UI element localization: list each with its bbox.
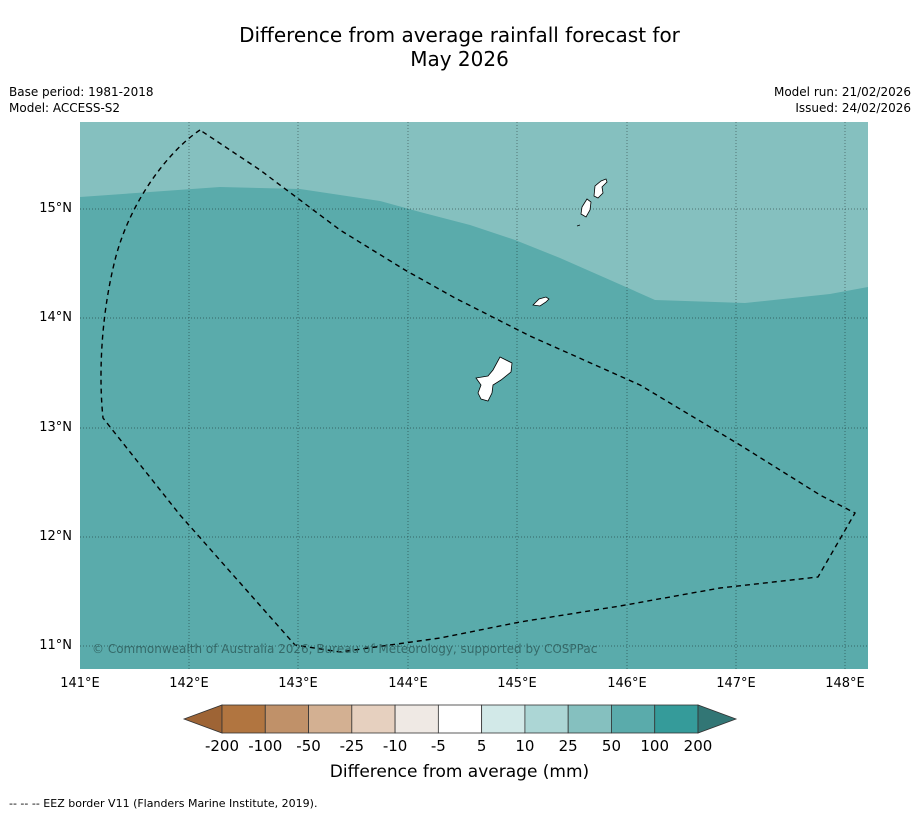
- colorbar-extend-high: [697, 704, 738, 734]
- colorbar-title: Difference from average (mm): [329, 762, 590, 782]
- colorbar-segment: [394, 704, 439, 734]
- island-aguijan: [576, 224, 581, 227]
- colorbar-segment: [308, 704, 353, 734]
- model-run: Model run: 21/02/2026: [773, 85, 911, 99]
- colorbar-tick-label: 10: [515, 737, 535, 755]
- colorbar-segment: [351, 704, 396, 734]
- lon-tick-label: 147°E: [716, 676, 756, 691]
- colorbar-segment: [481, 704, 526, 734]
- eez-footnote: -- -- -- EEZ border V11 (Flanders Marine…: [9, 797, 318, 810]
- colorbar-tick-label: 100: [640, 737, 670, 755]
- lat-tick-label: 11°N: [39, 638, 72, 653]
- colorbar-segment: [654, 704, 699, 734]
- lat-tick-label: 13°N: [39, 420, 72, 435]
- lat-tick-label: 15°N: [39, 201, 72, 216]
- colorbar-segment: [221, 704, 266, 734]
- issued-date: Issued: 24/02/2026: [795, 101, 911, 115]
- island-tinian: [580, 198, 592, 218]
- island-rota: [532, 296, 550, 307]
- colorbar-tick-label: -5: [430, 737, 446, 755]
- island-guam: [475, 356, 513, 402]
- colorbar-tick-label: -50: [296, 737, 321, 755]
- colorbar-tick-label: -25: [339, 737, 365, 755]
- colorbar-extend-low: [182, 704, 223, 734]
- zone-25-to-50: [80, 122, 868, 303]
- colorbar-segment: [611, 704, 656, 734]
- eez-border: [100, 129, 856, 653]
- lon-tick-label: 144°E: [388, 676, 428, 691]
- map-title-line1: Difference from average rainfall forecas…: [239, 23, 680, 47]
- lon-tick-label: 146°E: [607, 676, 647, 691]
- lon-tick-label: 141°E: [60, 676, 100, 691]
- island-saipan: [593, 178, 608, 199]
- lon-tick-label: 143°E: [278, 676, 318, 691]
- graticule: [80, 122, 868, 669]
- colorbar-tick-label: -100: [248, 737, 283, 755]
- model-name: Model: ACCESS-S2: [9, 101, 121, 115]
- base-period: Base period: 1981-2018: [9, 85, 154, 99]
- colorbar-segment: [437, 704, 483, 734]
- colorbar-tick-label: 50: [601, 737, 621, 755]
- colorbar-tick-label: 5: [476, 737, 487, 755]
- colorbar-segment: [567, 704, 612, 734]
- lon-tick-label: 145°E: [497, 676, 537, 691]
- lat-tick-label: 14°N: [39, 310, 72, 325]
- colorbar-tick-label: -200: [204, 737, 240, 755]
- colorbar-tick-label: 200: [683, 737, 713, 755]
- copyright-notice: © Commonwealth of Australia 2026, Bureau…: [92, 642, 597, 656]
- islands: [475, 178, 608, 402]
- colorbar-segment: [264, 704, 309, 734]
- colorbar-tick-label: -10: [382, 737, 408, 755]
- lat-tick-label: 12°N: [39, 529, 72, 544]
- lon-tick-label: 148°E: [825, 676, 865, 691]
- colorbar-segment: [524, 704, 569, 734]
- lon-tick-label: 142°E: [169, 676, 209, 691]
- colorbar-tick-label: 25: [558, 737, 578, 755]
- rainfall-map: © Commonwealth of Australia 2026, Bureau…: [80, 122, 868, 669]
- map-title-line2: May 2026: [410, 47, 509, 71]
